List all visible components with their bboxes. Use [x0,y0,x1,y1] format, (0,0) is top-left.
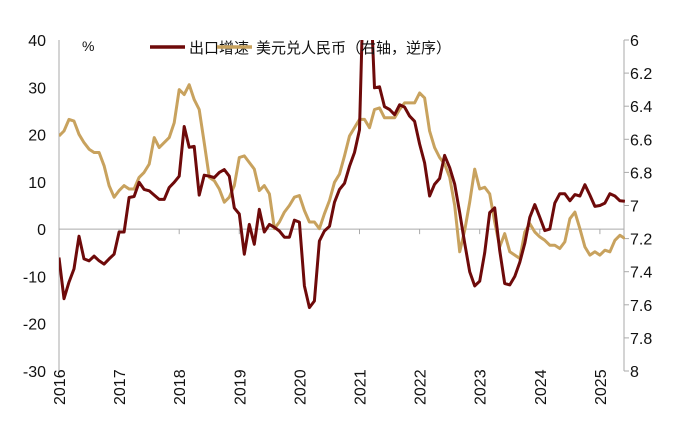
legend-label-usdcny: 美元兑人民币（右轴，逆序） [256,40,451,57]
left-tick-label: 30 [28,80,46,97]
right-tick-label: 8 [630,364,639,381]
series-lines [59,40,625,310]
legend: 出口增速 美元兑人民币（右轴，逆序） [150,40,451,57]
x-tick-label: 2018 [172,369,189,405]
x-tick-label: 2021 [353,369,370,405]
axes: 40 30 20 10 0 -10 -20 -30 6 6.2 6.4 6.6 6.8 7 7.2 7.4 7.… [23,33,652,405]
x-tick-label: 2025 [593,369,610,405]
left-tick-label: 0 [37,222,46,239]
x-tick-label: 2023 [473,369,490,405]
left-tick-label: -30 [23,364,46,381]
right-tick-label: 7.2 [630,232,652,249]
right-tick-label: 6.6 [630,132,652,149]
right-tick-label: 6.2 [630,66,652,83]
left-tick-label: 40 [28,33,46,50]
left-tick-label: -20 [23,317,46,334]
left-tick-label: 20 [28,128,46,145]
right-tick-label: 6.4 [630,99,652,116]
x-tick-label: 2016 [52,369,69,405]
right-tick-label: 7 [630,199,639,216]
right-tick-label: 7.8 [630,331,652,348]
left-tick-label: 10 [28,175,46,192]
series-line-usdcny [59,83,625,260]
right-tick-label: 6 [630,33,639,50]
right-tick-label: 7.4 [630,265,652,282]
right-tick-label: 6.8 [630,165,652,182]
x-tick-label: 2019 [232,369,249,405]
left-tick-label: -10 [23,269,46,286]
right-tick-label: 7.6 [630,298,652,315]
x-tick-label: 2024 [533,369,550,405]
x-tick-label: 2020 [292,369,309,405]
series-line-export-growth [59,40,625,310]
x-tick-label: 2022 [413,369,430,405]
left-axis-unit: % [82,38,94,54]
x-tick-label: 2017 [112,369,129,405]
